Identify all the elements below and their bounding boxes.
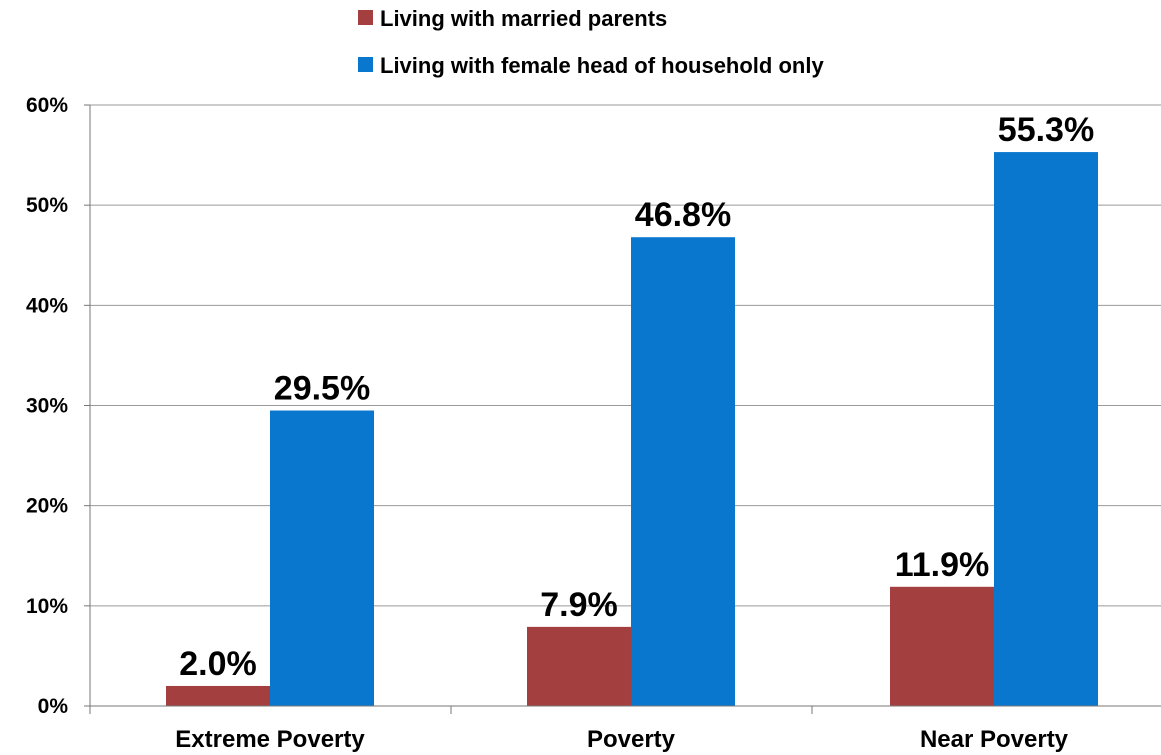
data-label-poverty-series-1: 7.9%	[540, 586, 618, 624]
legend-label-female-head: Living with female head of household onl…	[380, 53, 824, 78]
data-label-extreme-poverty-series-1: 2.0%	[179, 645, 257, 683]
legend: Living with married parents Living with …	[358, 6, 824, 78]
bar-poverty-series-2	[631, 237, 735, 706]
x-category-label-extreme-poverty: Extreme Poverty	[175, 726, 365, 753]
x-category-label-poverty: Poverty	[587, 726, 676, 753]
labels: 0% 10% 20% 30% 40% 50% 60% 2.0% 29.5% Extreme Pov…	[26, 94, 1094, 753]
y-tick-label-40: 40%	[26, 294, 68, 317]
legend-label-married-parents: Living with married parents	[380, 6, 667, 31]
data-label-near-poverty-series-1: 11.9%	[895, 546, 990, 584]
y-tick-label-60: 60%	[26, 94, 68, 117]
legend-swatch-married-parents	[358, 10, 373, 25]
data-label-near-poverty-series-2: 55.3%	[998, 111, 1094, 149]
bar-extreme-poverty-series-2	[270, 410, 374, 706]
y-tick-label-20: 20%	[26, 495, 68, 518]
x-category-label-near-poverty: Near Poverty	[920, 726, 1069, 753]
axes	[84, 104, 1161, 714]
legend-swatch-female-head	[358, 57, 373, 72]
y-tick-label-30: 30%	[26, 395, 68, 418]
y-tick-label-0: 0%	[38, 695, 69, 718]
y-tick-label-10: 10%	[26, 595, 68, 618]
bar-extreme-poverty-series-1	[166, 685, 270, 706]
bar-near-poverty-series-1	[890, 586, 994, 706]
y-tick-label-50: 50%	[26, 194, 68, 217]
data-label-extreme-poverty-series-2: 29.5%	[274, 370, 370, 408]
bar-poverty-series-1	[527, 626, 631, 706]
bar-near-poverty-series-2	[994, 152, 1098, 706]
data-label-poverty-series-2: 46.8%	[635, 196, 731, 234]
bars	[166, 152, 1098, 706]
